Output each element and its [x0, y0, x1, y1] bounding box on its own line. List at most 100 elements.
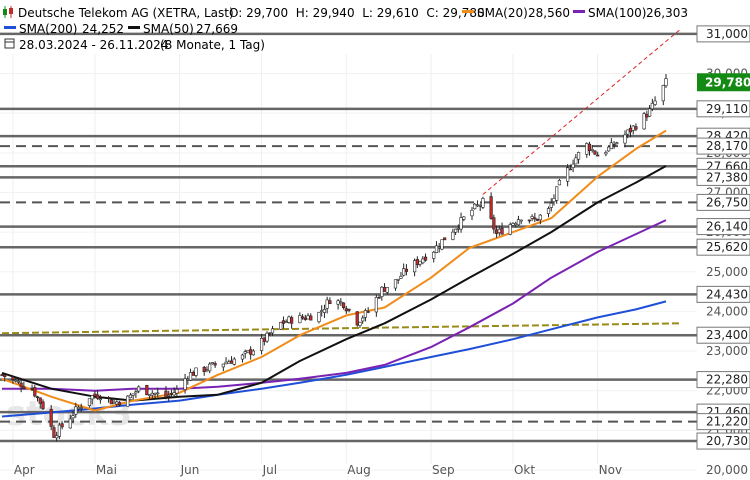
candles	[0, 73, 668, 442]
level-label: 21,220	[706, 415, 748, 429]
candle-body	[339, 301, 343, 304]
month-label: Jul	[262, 463, 277, 477]
price-tick-label: 25,000	[706, 265, 748, 279]
candle-body	[423, 256, 428, 261]
candle-body	[41, 401, 45, 410]
sma100-legend-label: SMA(100)	[588, 6, 646, 20]
candle-body	[478, 205, 482, 207]
candle-body	[224, 361, 228, 365]
candle-body	[607, 146, 611, 152]
candle-body	[87, 398, 92, 406]
level-label-box	[696, 100, 750, 118]
level-label: 25,620	[706, 240, 748, 254]
sma20-legend-label: SMA(20)	[477, 6, 528, 20]
level-label: 29,110	[706, 102, 748, 116]
candle-body	[183, 378, 187, 390]
candle-body	[33, 387, 37, 397]
candle-body	[628, 127, 633, 133]
candle-body	[0, 374, 4, 376]
level-label-box	[696, 137, 750, 155]
candle-body	[552, 198, 556, 203]
candle-body	[30, 387, 34, 390]
candle-body	[470, 209, 474, 217]
candle-body	[437, 246, 441, 249]
candle-body	[169, 392, 174, 395]
candle-body	[568, 168, 572, 171]
sma100-line	[2, 219, 667, 392]
candle-body	[514, 222, 518, 226]
candle-body	[16, 380, 20, 383]
level-label-box	[696, 168, 750, 186]
candle-body	[462, 216, 466, 220]
level-lines	[0, 32, 697, 443]
candle-body	[363, 310, 368, 318]
candle-body	[399, 276, 403, 279]
sma200-legend-swatch	[4, 26, 16, 29]
candle-body	[382, 287, 387, 292]
candle-body	[421, 258, 425, 264]
candle-body	[535, 218, 540, 221]
candle-body	[52, 427, 56, 438]
candle-body	[249, 349, 253, 355]
candle-body	[585, 143, 589, 155]
candle-body	[259, 337, 264, 351]
candle-body	[590, 149, 594, 151]
candle-body	[402, 268, 406, 276]
candle-body	[96, 394, 100, 399]
candle-body	[650, 102, 654, 110]
candle-body	[68, 418, 72, 429]
sma100-legend-swatch	[573, 10, 585, 13]
trend-lines	[1, 29, 680, 335]
long-trend-line	[1, 322, 680, 335]
candle-body	[366, 311, 370, 313]
candle-body	[71, 415, 75, 419]
candle-body	[574, 157, 578, 165]
sma20-legend-value: 28,560	[528, 6, 570, 20]
month-label: Jun	[180, 463, 200, 477]
candle-body	[210, 362, 215, 365]
candle-body	[328, 300, 332, 305]
candle-body	[530, 216, 534, 219]
legend: Deutsche Telekom AG (XETRA, Last) O: 29,…	[3, 6, 688, 52]
level-label: 28,170	[706, 139, 748, 153]
level-label: 31,000	[706, 27, 748, 41]
level-label-box	[696, 285, 750, 303]
candle-body	[459, 217, 463, 230]
sma200-legend-value: 24,252	[82, 22, 124, 36]
candle-body	[456, 227, 460, 230]
candle-body	[377, 297, 381, 299]
candle-body	[281, 320, 286, 324]
candle-body	[604, 152, 608, 155]
candle-body	[265, 332, 269, 342]
candle-body	[451, 231, 455, 240]
candle-body	[79, 407, 83, 409]
candle-body	[147, 394, 152, 396]
level-label-box	[696, 218, 750, 236]
candle-body	[232, 358, 236, 365]
candle-body	[549, 202, 553, 208]
candle-body	[661, 85, 665, 102]
candle-body	[268, 332, 272, 335]
period: (8 Monate, 1 Tag)	[160, 38, 265, 52]
candle-body	[208, 363, 212, 372]
month-label: Okt	[514, 463, 535, 477]
candle-body	[571, 163, 575, 168]
candle-body	[555, 186, 559, 201]
candle-body	[221, 363, 225, 368]
candle-body	[593, 150, 597, 155]
candle-body	[489, 196, 493, 219]
candle-body	[508, 224, 512, 235]
candle-body	[317, 312, 321, 323]
candle-body	[473, 203, 477, 210]
candle-body	[500, 227, 504, 235]
price-tick-label: 24,000	[706, 304, 748, 318]
level-label: 26,750	[706, 195, 748, 209]
candle-body	[566, 167, 570, 182]
candle-body	[57, 424, 61, 437]
candle-body	[251, 350, 255, 356]
candle-body	[202, 366, 206, 372]
candle-body	[76, 406, 81, 409]
level-label-box	[696, 25, 750, 43]
red-dash-line	[482, 29, 680, 195]
